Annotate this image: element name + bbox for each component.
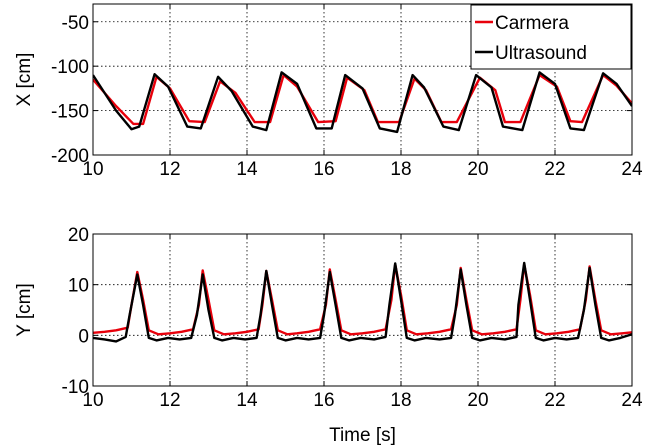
x-axis-label: Time [s] bbox=[329, 425, 396, 445]
y-tick-label: 20 bbox=[68, 225, 89, 246]
y-tick-label: -100 bbox=[51, 57, 89, 78]
x-tick-label: 12 bbox=[159, 390, 180, 411]
y-tick-label: -50 bbox=[62, 13, 89, 34]
y-axis-label: X [cm] bbox=[14, 53, 35, 107]
y-tick-label: -200 bbox=[51, 146, 89, 167]
legend-box bbox=[470, 4, 632, 70]
x-tick-label: 20 bbox=[467, 159, 488, 180]
x-tick-label: 24 bbox=[621, 390, 643, 411]
x-tick-label: 22 bbox=[544, 390, 565, 411]
plot-area bbox=[93, 234, 632, 386]
legend-label-ultrasound: Ultrasound bbox=[495, 43, 587, 64]
x-tick-label: 16 bbox=[313, 390, 334, 411]
x-tick-label: 12 bbox=[159, 159, 180, 180]
x-tick-label: 16 bbox=[313, 159, 334, 180]
x-tick-label: 22 bbox=[544, 159, 565, 180]
y-tick-label: 0 bbox=[78, 326, 89, 347]
series-line-ultrasound bbox=[93, 261, 632, 343]
legend-label-carmera: Carmera bbox=[495, 13, 569, 34]
legend: Carmera Ultrasound bbox=[470, 4, 632, 70]
y-tick-label: -10 bbox=[62, 377, 89, 398]
x-tick-label: 20 bbox=[467, 390, 488, 411]
x-tick-label: 24 bbox=[621, 159, 643, 180]
x-tick-label: 18 bbox=[390, 390, 411, 411]
axes-frame bbox=[92, 3, 633, 156]
x-tick-label: 10 bbox=[82, 390, 103, 411]
y-axis-label: Y [cm] bbox=[14, 283, 35, 337]
x-tick-label: 10 bbox=[82, 159, 103, 180]
series-line-ultrasound bbox=[93, 71, 632, 134]
x-position-panel: 10 12 14 16 18 20 22 24 -200 -150 -100 -50 X [cm] Car… bbox=[14, 3, 643, 180]
y-tick-label: 10 bbox=[68, 276, 89, 297]
x-tick-label: 18 bbox=[390, 159, 411, 180]
axes-frame bbox=[92, 233, 633, 387]
x-tick-label: 14 bbox=[236, 159, 258, 180]
y-tick-label: -150 bbox=[51, 102, 89, 123]
y-position-panel: 10 12 14 16 18 20 22 24 -10 0 10 20 Y [cm] Time [s] bbox=[14, 225, 643, 445]
x-tick-label: 14 bbox=[236, 390, 258, 411]
